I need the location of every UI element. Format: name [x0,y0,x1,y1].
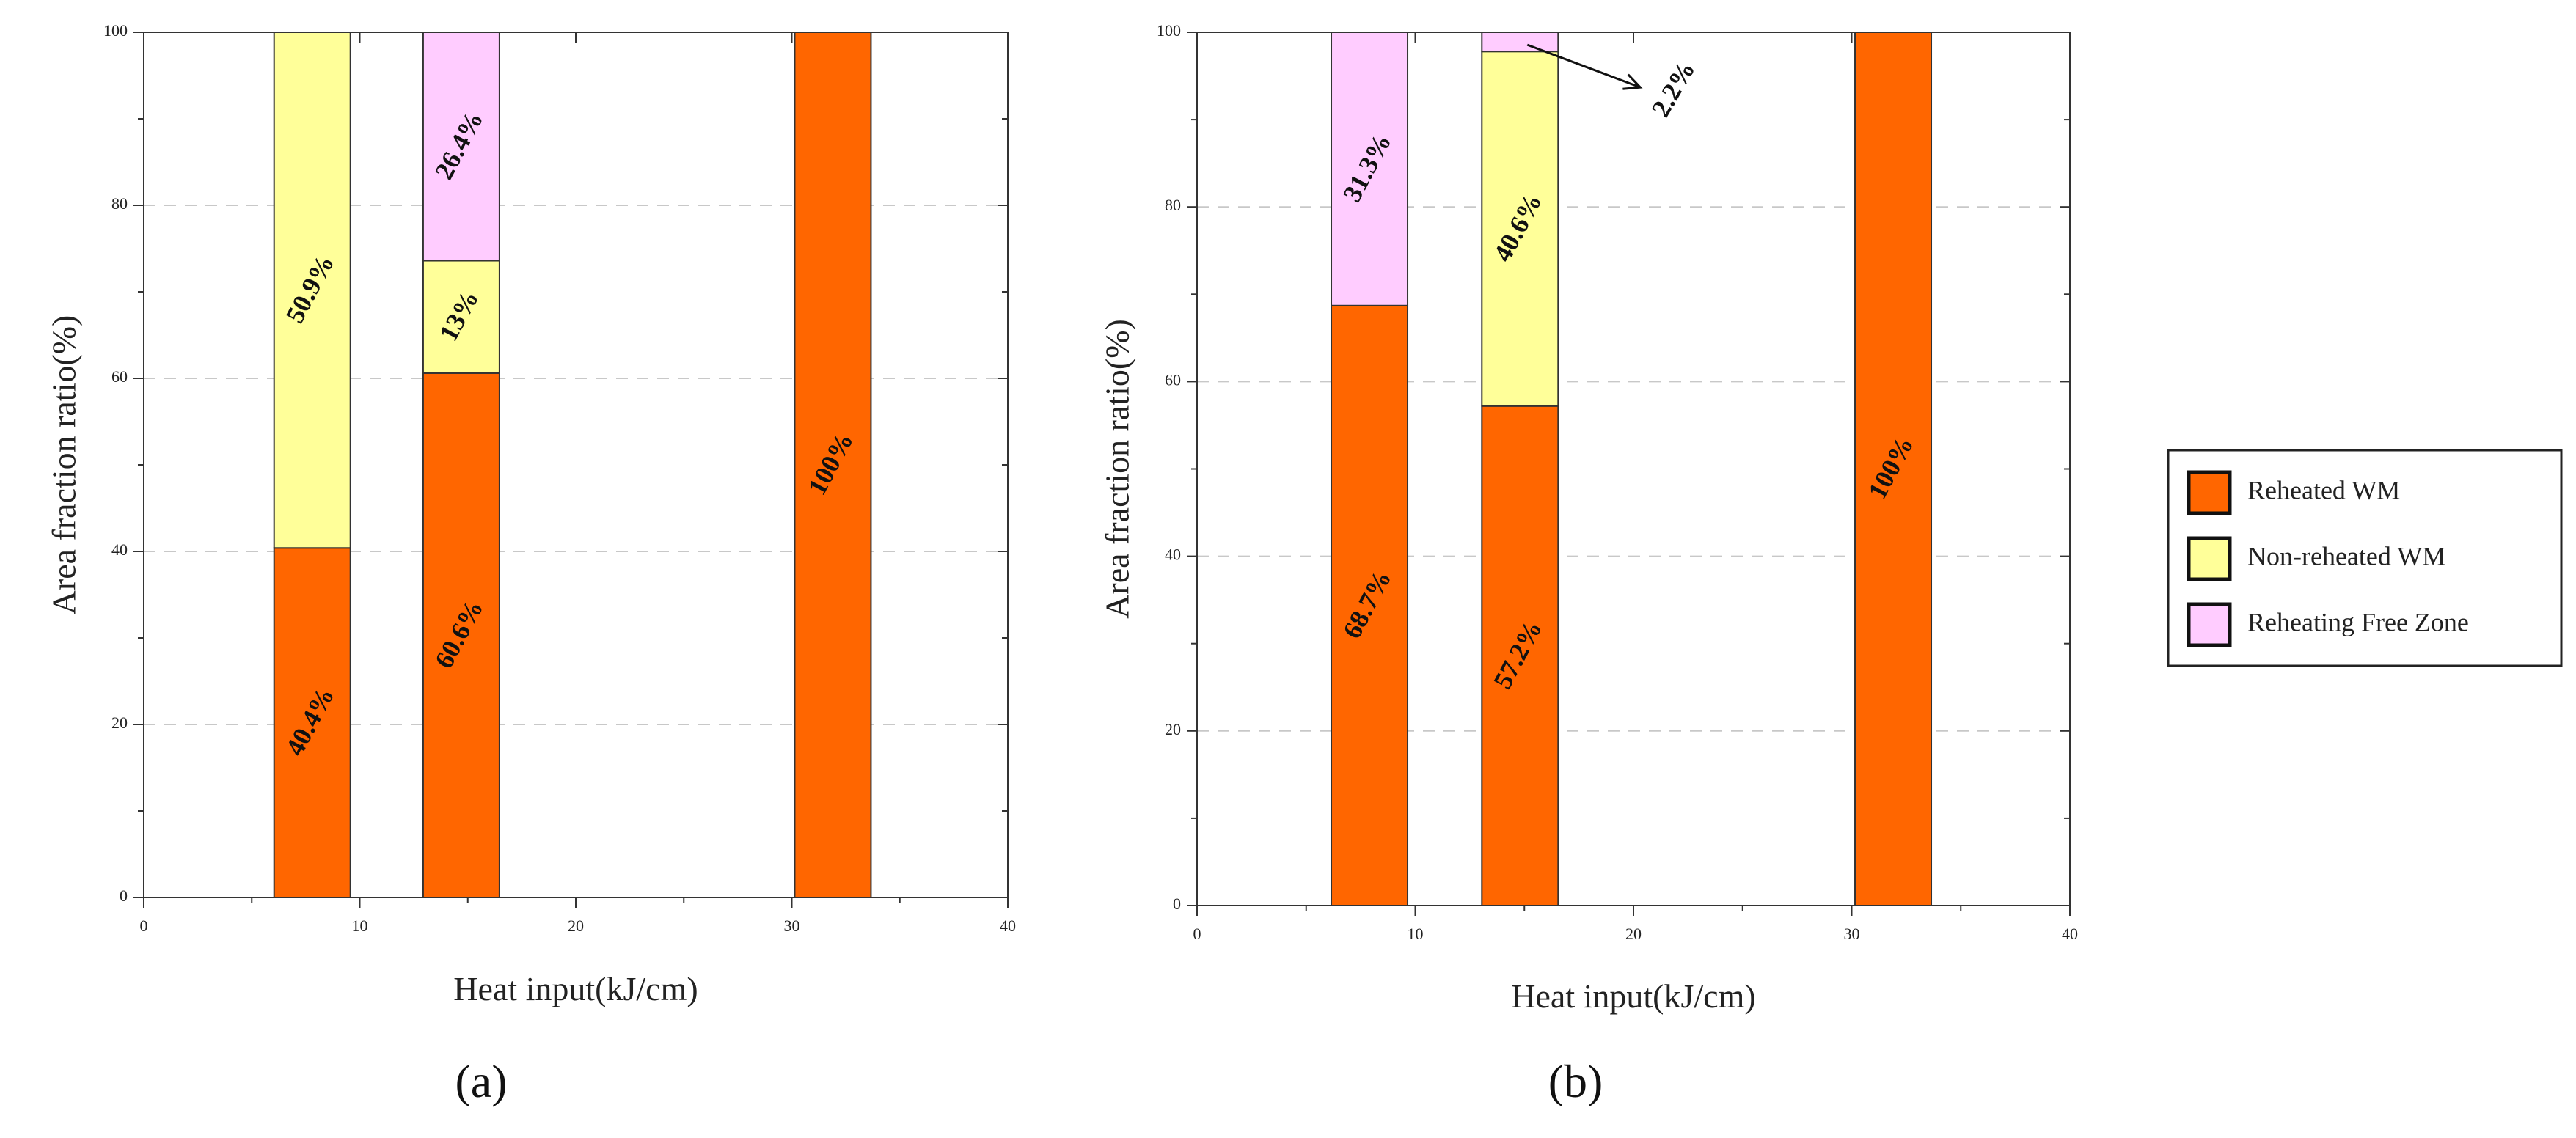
y-axis-label: Area fraction ratio(%) [1099,319,1136,619]
x-axis-label: Heat input(kJ/cm) [453,970,698,1007]
callout-arrow-line [1526,43,1641,89]
callout-arrow-head [1622,73,1643,90]
chart-panel-b: 68.7%31.3%57.2%40.6%2.2%100%020406080100… [1099,21,2078,1107]
legend-swatch-reheating-free-zone [2187,602,2232,647]
y-tick-label: 40 [111,540,128,559]
y-tick-label: 100 [103,21,128,40]
y-tick-label: 80 [111,194,128,213]
bar-segment-non-reheated-wm [273,32,351,549]
plot-frame [1196,32,2071,906]
bar-segment-reheating-free-zone [1331,32,1409,306]
y-tick-label: 100 [1157,21,1181,40]
y-tick-label: 0 [120,886,128,905]
y-tick-label: 60 [111,367,128,386]
bar-segment-reheating-free-zone [1481,32,1559,53]
bar-segment-non-reheated-wm [1481,51,1559,407]
bar-label: 2.2% [1645,56,1700,122]
x-tick-label: 0 [140,917,148,935]
bar-segment-non-reheated-wm [422,260,500,374]
y-axis-label: Area fraction ratio(%) [45,315,83,615]
plot-frame [143,32,1009,898]
x-tick-label: 20 [1625,925,1642,943]
legend-swatch-non-reheated-wm [2187,536,2232,581]
chart-panel-a: 40.4%50.9%60.6%13%26.4%100%0204060801000… [45,21,1016,1107]
x-tick-label: 10 [1408,925,1424,943]
legend-box [2167,449,2563,667]
x-tick-label: 40 [2062,925,2078,943]
bar-segment-reheated-wm [1481,405,1559,906]
x-tick-label: 30 [1844,925,1860,943]
y-tick-label: 20 [111,713,128,732]
x-axis-label: Heat input(kJ/cm) [1511,977,1755,1015]
bar-segment-reheating-free-zone [422,32,500,262]
x-tick-label: 20 [568,917,584,935]
x-tick-label: 0 [1193,925,1201,943]
x-tick-label: 30 [784,917,800,935]
legend: Reheated WM Non-reheated WM Reheating Free… [2167,449,2563,667]
y-tick-label: 0 [1173,895,1181,913]
legend-label: Reheating Free Zone [2247,607,2469,636]
y-tick-label: 60 [1165,370,1181,389]
bar-segment-reheated-wm [273,547,351,899]
x-tick-label: 40 [1000,917,1016,935]
y-tick-label: 20 [1165,720,1181,738]
y-tick-label: 40 [1165,546,1181,564]
legend-label: Non-reheated WM [2247,541,2445,570]
panel-label: (a) [455,1055,507,1107]
legend-label: Reheated WM [2247,475,2400,504]
x-tick-label: 10 [352,917,368,935]
legend-swatch-reheated-wm [2187,470,2232,515]
y-tick-label: 80 [1165,196,1181,214]
panel-label: (b) [1548,1055,1603,1107]
